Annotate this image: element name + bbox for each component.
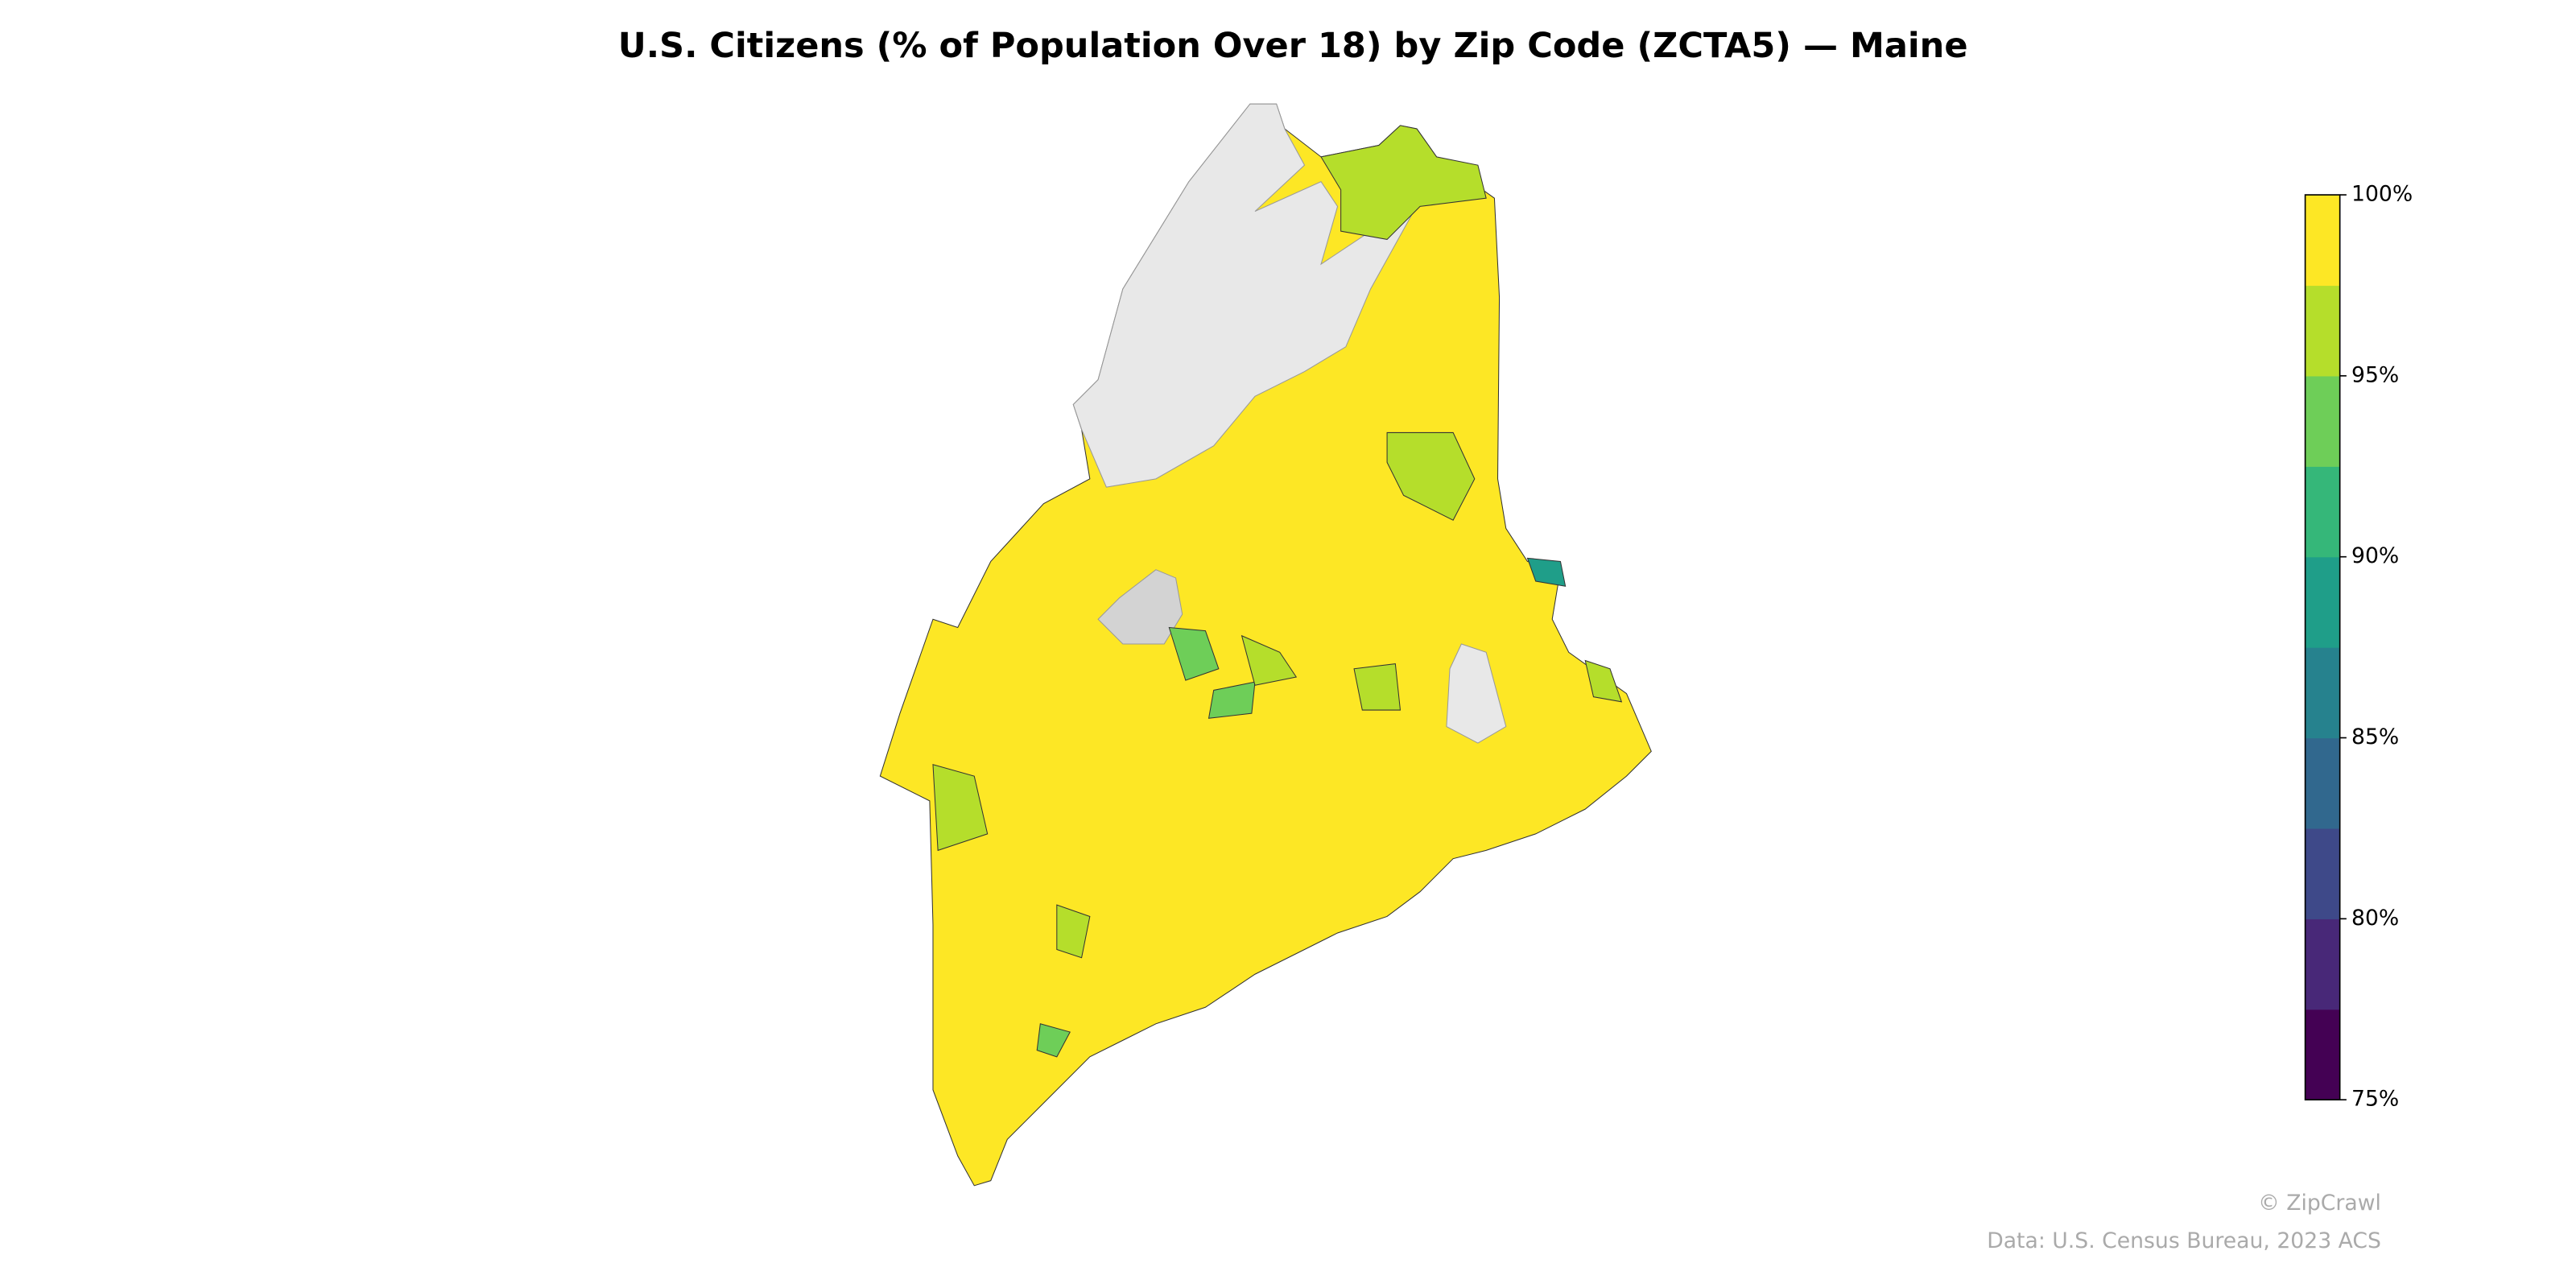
maine-map <box>879 103 1652 1187</box>
zip-area <box>1208 681 1256 719</box>
no-data-area <box>1072 103 1413 488</box>
no-data-area <box>1446 643 1507 744</box>
credit: Data: U.S. Census Bureau, 2023 ACS <box>1987 1228 2381 1253</box>
zip-area <box>1353 663 1402 711</box>
credit: © ZipCrawl <box>2258 1191 2381 1216</box>
zip-area <box>1584 659 1623 703</box>
map-title: U.S. Citizens (% of Population Over 18) … <box>618 26 1968 66</box>
colorbar-band <box>2305 375 2340 467</box>
colorbar: 75% 80% 85% 90% 95% 100% <box>2304 182 2413 1112</box>
zip-area <box>932 764 989 852</box>
no-data-area <box>1097 569 1183 645</box>
colorbar-band <box>2305 195 2340 287</box>
colorbar-band <box>2305 466 2340 558</box>
zip-area <box>1526 557 1567 587</box>
colorbar-tick-label: 95% <box>2351 362 2399 387</box>
colorbar-frame <box>2304 194 2341 1100</box>
zip-area <box>1386 431 1476 521</box>
colorbar-band <box>2305 737 2340 829</box>
zip-area <box>1241 634 1298 686</box>
zip-area <box>1056 904 1091 959</box>
colorbar-band <box>2305 285 2340 377</box>
colorbar-tick-label: 75% <box>2351 1087 2399 1112</box>
colorbar-tick-label: 80% <box>2351 906 2399 931</box>
colorbar-tick-label: 90% <box>2351 543 2399 568</box>
zip-area <box>1036 1023 1071 1058</box>
colorbar-band <box>2305 647 2340 739</box>
zip-area <box>1320 125 1487 240</box>
colorbar-tick-label: 85% <box>2351 724 2399 749</box>
colorbar-band <box>2305 556 2340 648</box>
zip-area <box>1168 626 1220 681</box>
colorbar-band <box>2305 919 2340 1010</box>
colorbar-tick-label: 100% <box>2351 182 2413 207</box>
colorbar-band <box>2305 1009 2340 1100</box>
colorbar-band <box>2305 828 2340 919</box>
